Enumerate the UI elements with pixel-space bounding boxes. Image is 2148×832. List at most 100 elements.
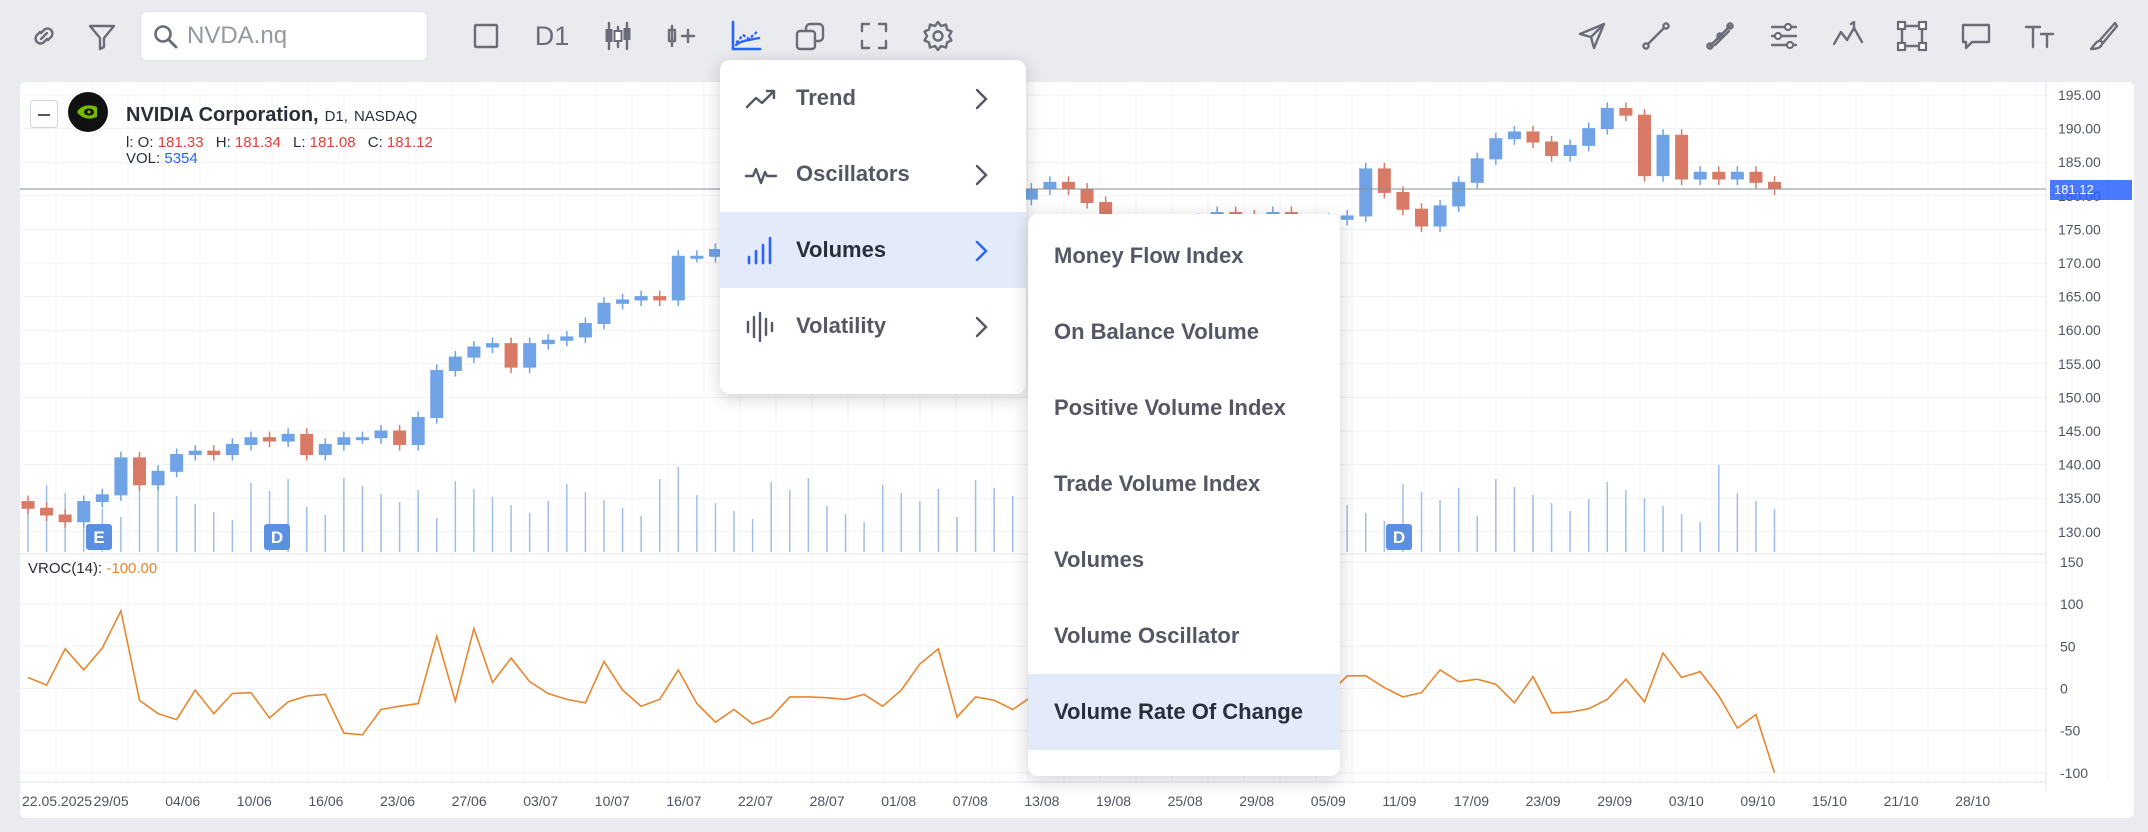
comment-icon[interactable] [1954, 14, 1998, 58]
price-tick-label: 170.00 [2058, 255, 2101, 271]
candle-body [1768, 181, 1782, 190]
candle-body [671, 255, 685, 301]
candle-body [578, 322, 592, 338]
time-tick-label: 21/10 [1884, 793, 1919, 809]
menu-item-oscillators[interactable]: Oscillators [720, 136, 1026, 212]
compare-icon[interactable] [788, 14, 832, 58]
candle-body [21, 501, 35, 509]
candle-body [393, 430, 407, 445]
price-tick-label: 130.00 [2058, 524, 2101, 540]
arrow-icon[interactable] [1570, 14, 1614, 58]
symbol-interval: D1, [324, 108, 348, 125]
time-tick-label: 11/09 [1382, 793, 1416, 809]
candle-body [151, 470, 165, 486]
rectangle-icon[interactable] [464, 14, 508, 58]
pattern-icon[interactable] [1826, 14, 1870, 58]
candle-body [114, 457, 128, 496]
high-label: H: [215, 134, 231, 151]
interval-button[interactable]: D1 [528, 14, 576, 58]
time-tick-label: 03/10 [1669, 793, 1704, 809]
time-tick-label: 17/09 [1454, 793, 1489, 809]
candle-body [263, 437, 277, 442]
candle-body [207, 450, 221, 456]
indicator-category-menu: Trend Oscillators Volumes Volatility [720, 60, 1026, 394]
submenu-item-volume-rate-of-change[interactable]: Volume Rate Of Change [1028, 674, 1340, 750]
link-icon[interactable] [22, 14, 66, 58]
price-tick-label: 160.00 [2058, 322, 2101, 338]
search-input[interactable] [187, 18, 417, 54]
tools-icon[interactable] [1698, 14, 1742, 58]
fullscreen-icon[interactable] [852, 14, 896, 58]
shapes-icon[interactable] [1890, 14, 1934, 58]
candle-body [1396, 191, 1410, 210]
trend-line-icon[interactable] [1634, 14, 1678, 58]
price-tick-label: 195.00 [2058, 87, 2101, 103]
collapse-button[interactable] [30, 100, 58, 128]
candle-body [411, 417, 425, 445]
menu-item-volumes[interactable]: Volumes [720, 212, 1026, 288]
candle-body [1600, 107, 1614, 130]
vroc-label: VROC(14): [28, 560, 103, 577]
symbol-name: NVIDIA Corporation, [126, 104, 319, 126]
submenu-item-on-balance-volume[interactable]: On Balance Volume [1028, 294, 1340, 370]
submenu-item-money-flow-index[interactable]: Money Flow Index [1028, 218, 1340, 294]
open-label: l: O: [126, 134, 154, 151]
time-tick-label: 29/09 [1597, 793, 1632, 809]
submenu-item-positive-volume-index[interactable]: Positive Volume Index [1028, 370, 1340, 446]
submenu-item-label: Volumes [1054, 547, 1145, 572]
candle-body [225, 443, 239, 456]
vroc-value: -100.00 [106, 560, 158, 577]
candle-body [1080, 188, 1094, 204]
indicator-add-icon[interactable] [660, 14, 704, 58]
time-tick-label: 03/07 [523, 793, 558, 809]
candle-body [188, 450, 202, 456]
low-label: L: [292, 134, 306, 151]
symbol-search[interactable] [140, 11, 428, 61]
submenu-item-volume-oscillator[interactable]: Volume Oscillator [1028, 598, 1340, 674]
volume-value: 5354 [164, 150, 198, 167]
vroc-tick-label: 100 [2060, 596, 2084, 612]
ohlc-values: l: O: 181.33 H: 181.34 L: 181.08 C: 181.… [126, 134, 441, 151]
menu-item-volatility[interactable]: Volatility [720, 288, 1026, 364]
price-tick-label: 155.00 [2058, 356, 2101, 372]
vroc-tick-label: -50 [2060, 723, 2080, 739]
volume-bars-icon [747, 236, 772, 265]
time-tick-label: 10/07 [595, 793, 630, 809]
menu-item-label: Volatility [796, 313, 887, 338]
candle-body [1749, 171, 1763, 183]
indicators-icon[interactable] [724, 14, 768, 58]
filter-icon[interactable] [80, 14, 124, 58]
time-tick-label: 16/06 [308, 793, 343, 809]
time-tick-label: 28/10 [1955, 793, 1990, 809]
event-marker [86, 524, 112, 550]
menu-item-trend[interactable]: Trend [720, 60, 1026, 136]
candle-body [300, 433, 314, 456]
settings-icon[interactable] [916, 14, 960, 58]
candle-body [318, 443, 332, 456]
submenu-item-label: Trade Volume Index [1054, 471, 1261, 496]
submenu-item-label: Volume Oscillator [1054, 623, 1240, 648]
menu-item-label: Oscillators [796, 161, 910, 186]
text-icon[interactable] [2018, 14, 2062, 58]
chevron-right-icon [975, 164, 988, 186]
candle-body [448, 356, 462, 372]
interval-label: D1 [534, 20, 570, 51]
oscillator-icon [744, 167, 778, 185]
submenu-item-label: Money Flow Index [1054, 243, 1244, 268]
time-tick-label: 04/06 [165, 793, 200, 809]
candle-body [560, 336, 574, 341]
candle-body [355, 437, 369, 441]
volume-label: VOL: [126, 150, 161, 167]
vroc-line [27, 608, 1776, 774]
submenu-item-volumes[interactable]: Volumes [1028, 522, 1340, 598]
low-value: 181.08 [309, 134, 356, 151]
chevron-right-icon [975, 316, 988, 338]
parallel-lines-icon[interactable] [1762, 14, 1806, 58]
candlestick-icon[interactable] [596, 14, 640, 58]
submenu-item-trade-volume-index[interactable]: Trade Volume Index [1028, 446, 1340, 522]
price-tick-label: 145.00 [2058, 423, 2101, 439]
time-tick-label: 23/06 [380, 793, 415, 809]
candle-body [486, 343, 499, 348]
brush-icon[interactable] [2082, 14, 2126, 58]
time-tick-label: 16/07 [666, 793, 701, 809]
